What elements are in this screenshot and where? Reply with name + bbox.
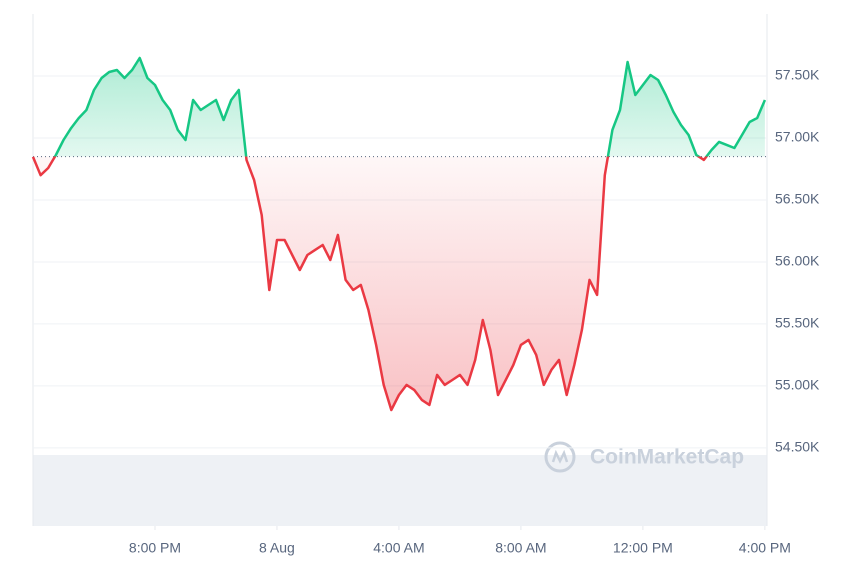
x-tick-label: 8 Aug bbox=[259, 540, 295, 556]
x-tick-label: 4:00 AM bbox=[373, 540, 424, 556]
watermark-logo bbox=[544, 441, 576, 473]
x-tick-label: 8:00 PM bbox=[129, 540, 181, 556]
y-tick-label: 57.00K bbox=[775, 129, 820, 145]
y-tick-label: 54.50K bbox=[775, 439, 820, 455]
x-tick-label: 4:00 PM bbox=[739, 540, 791, 556]
x-tick-label: 12:00 PM bbox=[613, 540, 673, 556]
y-tick-label: 55.50K bbox=[775, 315, 820, 331]
y-tick-label: 56.50K bbox=[775, 191, 820, 207]
y-tick-label: 57.50K bbox=[775, 67, 820, 83]
watermark: CoinMarketCap bbox=[590, 446, 744, 469]
volume-area bbox=[33, 455, 767, 526]
x-tick-label: 8:00 AM bbox=[495, 540, 546, 556]
price-line bbox=[31, 56, 767, 412]
area-fill bbox=[33, 58, 765, 410]
y-tick-label: 56.00K bbox=[775, 253, 820, 269]
y-tick-label: 55.00K bbox=[775, 377, 820, 393]
